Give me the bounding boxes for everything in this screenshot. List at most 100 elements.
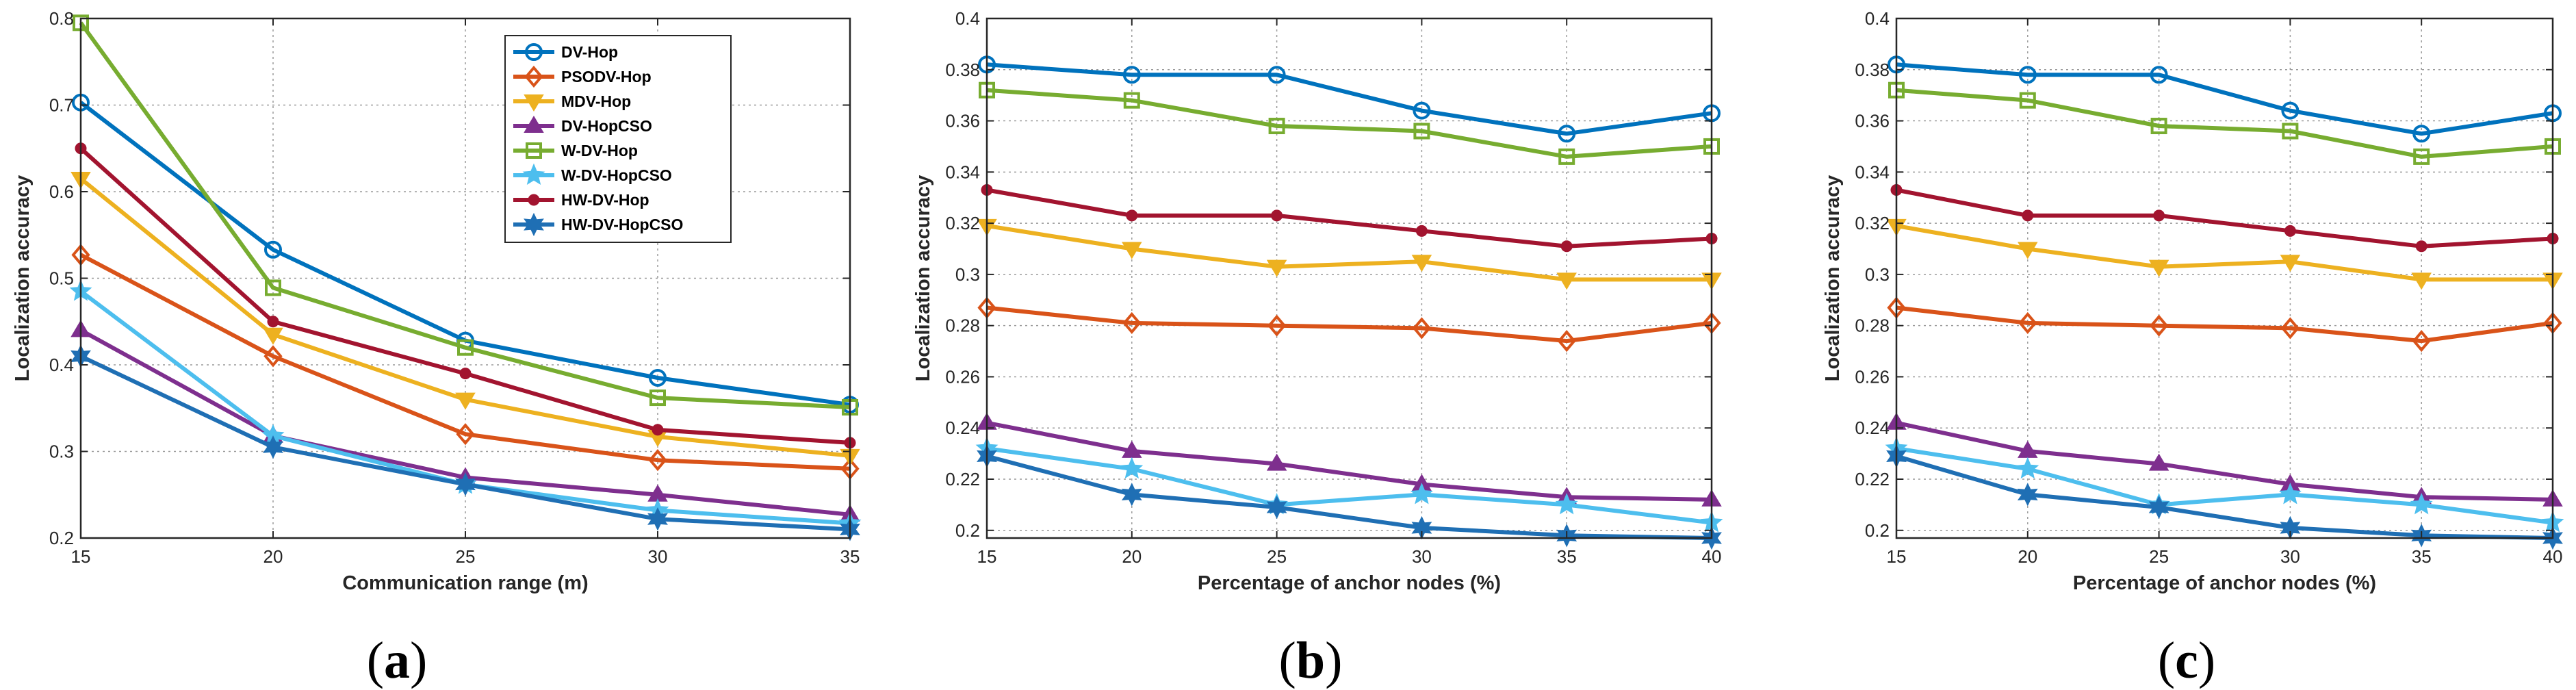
y-axis-title: Localization accuracy bbox=[1822, 175, 1844, 381]
data-point bbox=[649, 389, 666, 407]
y-tick-label: 0.38 bbox=[1855, 60, 1890, 80]
series-psodv-hop bbox=[71, 244, 860, 480]
legend-item: PSODV-Hop bbox=[513, 65, 652, 88]
data-point bbox=[1558, 125, 1576, 143]
data-point bbox=[1411, 255, 1432, 272]
data-point bbox=[2280, 317, 2300, 340]
panel-label-letter: b bbox=[1296, 632, 1325, 689]
legend-item: W-DV-HopCSO bbox=[513, 163, 672, 185]
data-point bbox=[2278, 483, 2302, 504]
data-point bbox=[1415, 225, 1428, 237]
data-point bbox=[2412, 330, 2431, 353]
legend-label: DV-HopCSO bbox=[561, 117, 652, 135]
legend-item: W-DV-Hop bbox=[513, 142, 638, 159]
legend-item: DV-Hop bbox=[513, 43, 618, 61]
data-point bbox=[2150, 66, 2168, 84]
x-tick-label: 30 bbox=[2280, 546, 2300, 567]
panel-label-open: ( bbox=[2158, 632, 2175, 689]
y-tick-label: 0.2 bbox=[49, 528, 74, 548]
data-point bbox=[2413, 148, 2430, 165]
axes-box bbox=[1895, 17, 2554, 539]
legend-marker bbox=[528, 194, 540, 206]
data-point bbox=[1413, 123, 1430, 140]
x-tick-label: 20 bbox=[2018, 546, 2037, 567]
chart-panel-c: 15 20 25 30 35 40 0.2 0.22 0.24 0.26 0.28 0.3 0.32 0.… bbox=[1822, 8, 2564, 689]
series-line bbox=[986, 305, 1712, 344]
y-axis-title: Localization accuracy bbox=[12, 175, 34, 381]
data-point bbox=[455, 392, 476, 410]
legend-marker bbox=[524, 212, 544, 237]
y-tick-label: 0.28 bbox=[1855, 316, 1890, 336]
data-point bbox=[2411, 272, 2432, 290]
legend-marker bbox=[526, 142, 542, 159]
y-tick-label: 0.34 bbox=[1855, 162, 1890, 182]
data-point bbox=[1557, 330, 1576, 353]
panel-label: (a) bbox=[367, 632, 428, 689]
panel-label-open: ( bbox=[367, 632, 384, 689]
data-point bbox=[2280, 255, 2301, 272]
data-point bbox=[1268, 118, 1285, 135]
x-tick-label: 35 bbox=[840, 546, 860, 567]
x-tick-label: 30 bbox=[1412, 546, 1432, 567]
y-tick-label: 0.3 bbox=[49, 442, 74, 462]
legend-label: DV-Hop bbox=[561, 43, 618, 61]
data-point bbox=[1413, 101, 1431, 120]
y-tick-label: 0.3 bbox=[955, 264, 980, 285]
data-point bbox=[1560, 240, 1573, 253]
series-line bbox=[1896, 188, 2553, 248]
x-tick-label: 15 bbox=[1887, 546, 1907, 567]
data-point bbox=[2018, 66, 2037, 84]
data-point bbox=[1122, 242, 1142, 259]
series-line bbox=[79, 253, 851, 471]
series-line bbox=[986, 62, 1712, 136]
data-point bbox=[1410, 483, 1433, 504]
legend-label: W-DV-HopCSO bbox=[561, 166, 672, 184]
data-point bbox=[457, 339, 474, 356]
legend-label: MDV-Hop bbox=[561, 92, 631, 110]
data-point bbox=[456, 423, 475, 446]
y-tick-label: 0.24 bbox=[945, 418, 980, 438]
panel-label-letter: a bbox=[384, 632, 410, 689]
data-point bbox=[455, 472, 476, 496]
y-tick-label: 0.6 bbox=[49, 181, 74, 202]
data-point bbox=[2153, 209, 2165, 222]
series-mdv-hop bbox=[1886, 218, 2563, 290]
data-point bbox=[652, 424, 664, 436]
x-tick-label: 20 bbox=[1122, 546, 1142, 567]
panel-label: (c) bbox=[2158, 632, 2215, 689]
data-point bbox=[1266, 495, 1287, 520]
legend-marker bbox=[525, 43, 543, 61]
series-dv-hopcso bbox=[1886, 412, 2563, 507]
data-point bbox=[2022, 209, 2034, 222]
y-tick-label: 0.36 bbox=[1855, 111, 1890, 131]
data-point bbox=[1266, 453, 1287, 471]
data-point bbox=[264, 240, 282, 259]
x-axis-title: Communication range (m) bbox=[342, 572, 588, 594]
y-tick-label: 0.22 bbox=[1855, 469, 1890, 489]
legend-marker bbox=[524, 65, 543, 88]
x-tick-label: 25 bbox=[456, 546, 476, 567]
y-tick-label: 0.2 bbox=[955, 520, 980, 541]
x-tick-label: 35 bbox=[1557, 546, 1577, 567]
legend-box bbox=[504, 35, 732, 243]
panel-label-close: ) bbox=[410, 632, 427, 689]
series-line bbox=[1896, 420, 2553, 502]
data-point bbox=[2281, 101, 2300, 120]
series-line bbox=[1896, 446, 2553, 525]
data-point bbox=[265, 279, 281, 296]
series-mdv-hop bbox=[977, 218, 1722, 290]
y-tick-label: 0.4 bbox=[955, 8, 980, 29]
data-point bbox=[2415, 240, 2427, 253]
y-tick-label: 0.22 bbox=[945, 469, 980, 489]
data-point bbox=[2412, 125, 2431, 143]
y-tick-label: 0.4 bbox=[49, 355, 74, 375]
y-tick-label: 0.26 bbox=[1855, 366, 1890, 387]
y-tick-label: 0.8 bbox=[49, 8, 74, 29]
legend-item: HW-DV-Hop bbox=[513, 191, 649, 209]
data-point bbox=[649, 368, 667, 387]
series-line bbox=[1896, 223, 2553, 282]
panel-label-close: ) bbox=[2198, 632, 2215, 689]
series-line bbox=[986, 88, 1712, 159]
y-tick-label: 0.5 bbox=[49, 268, 74, 289]
